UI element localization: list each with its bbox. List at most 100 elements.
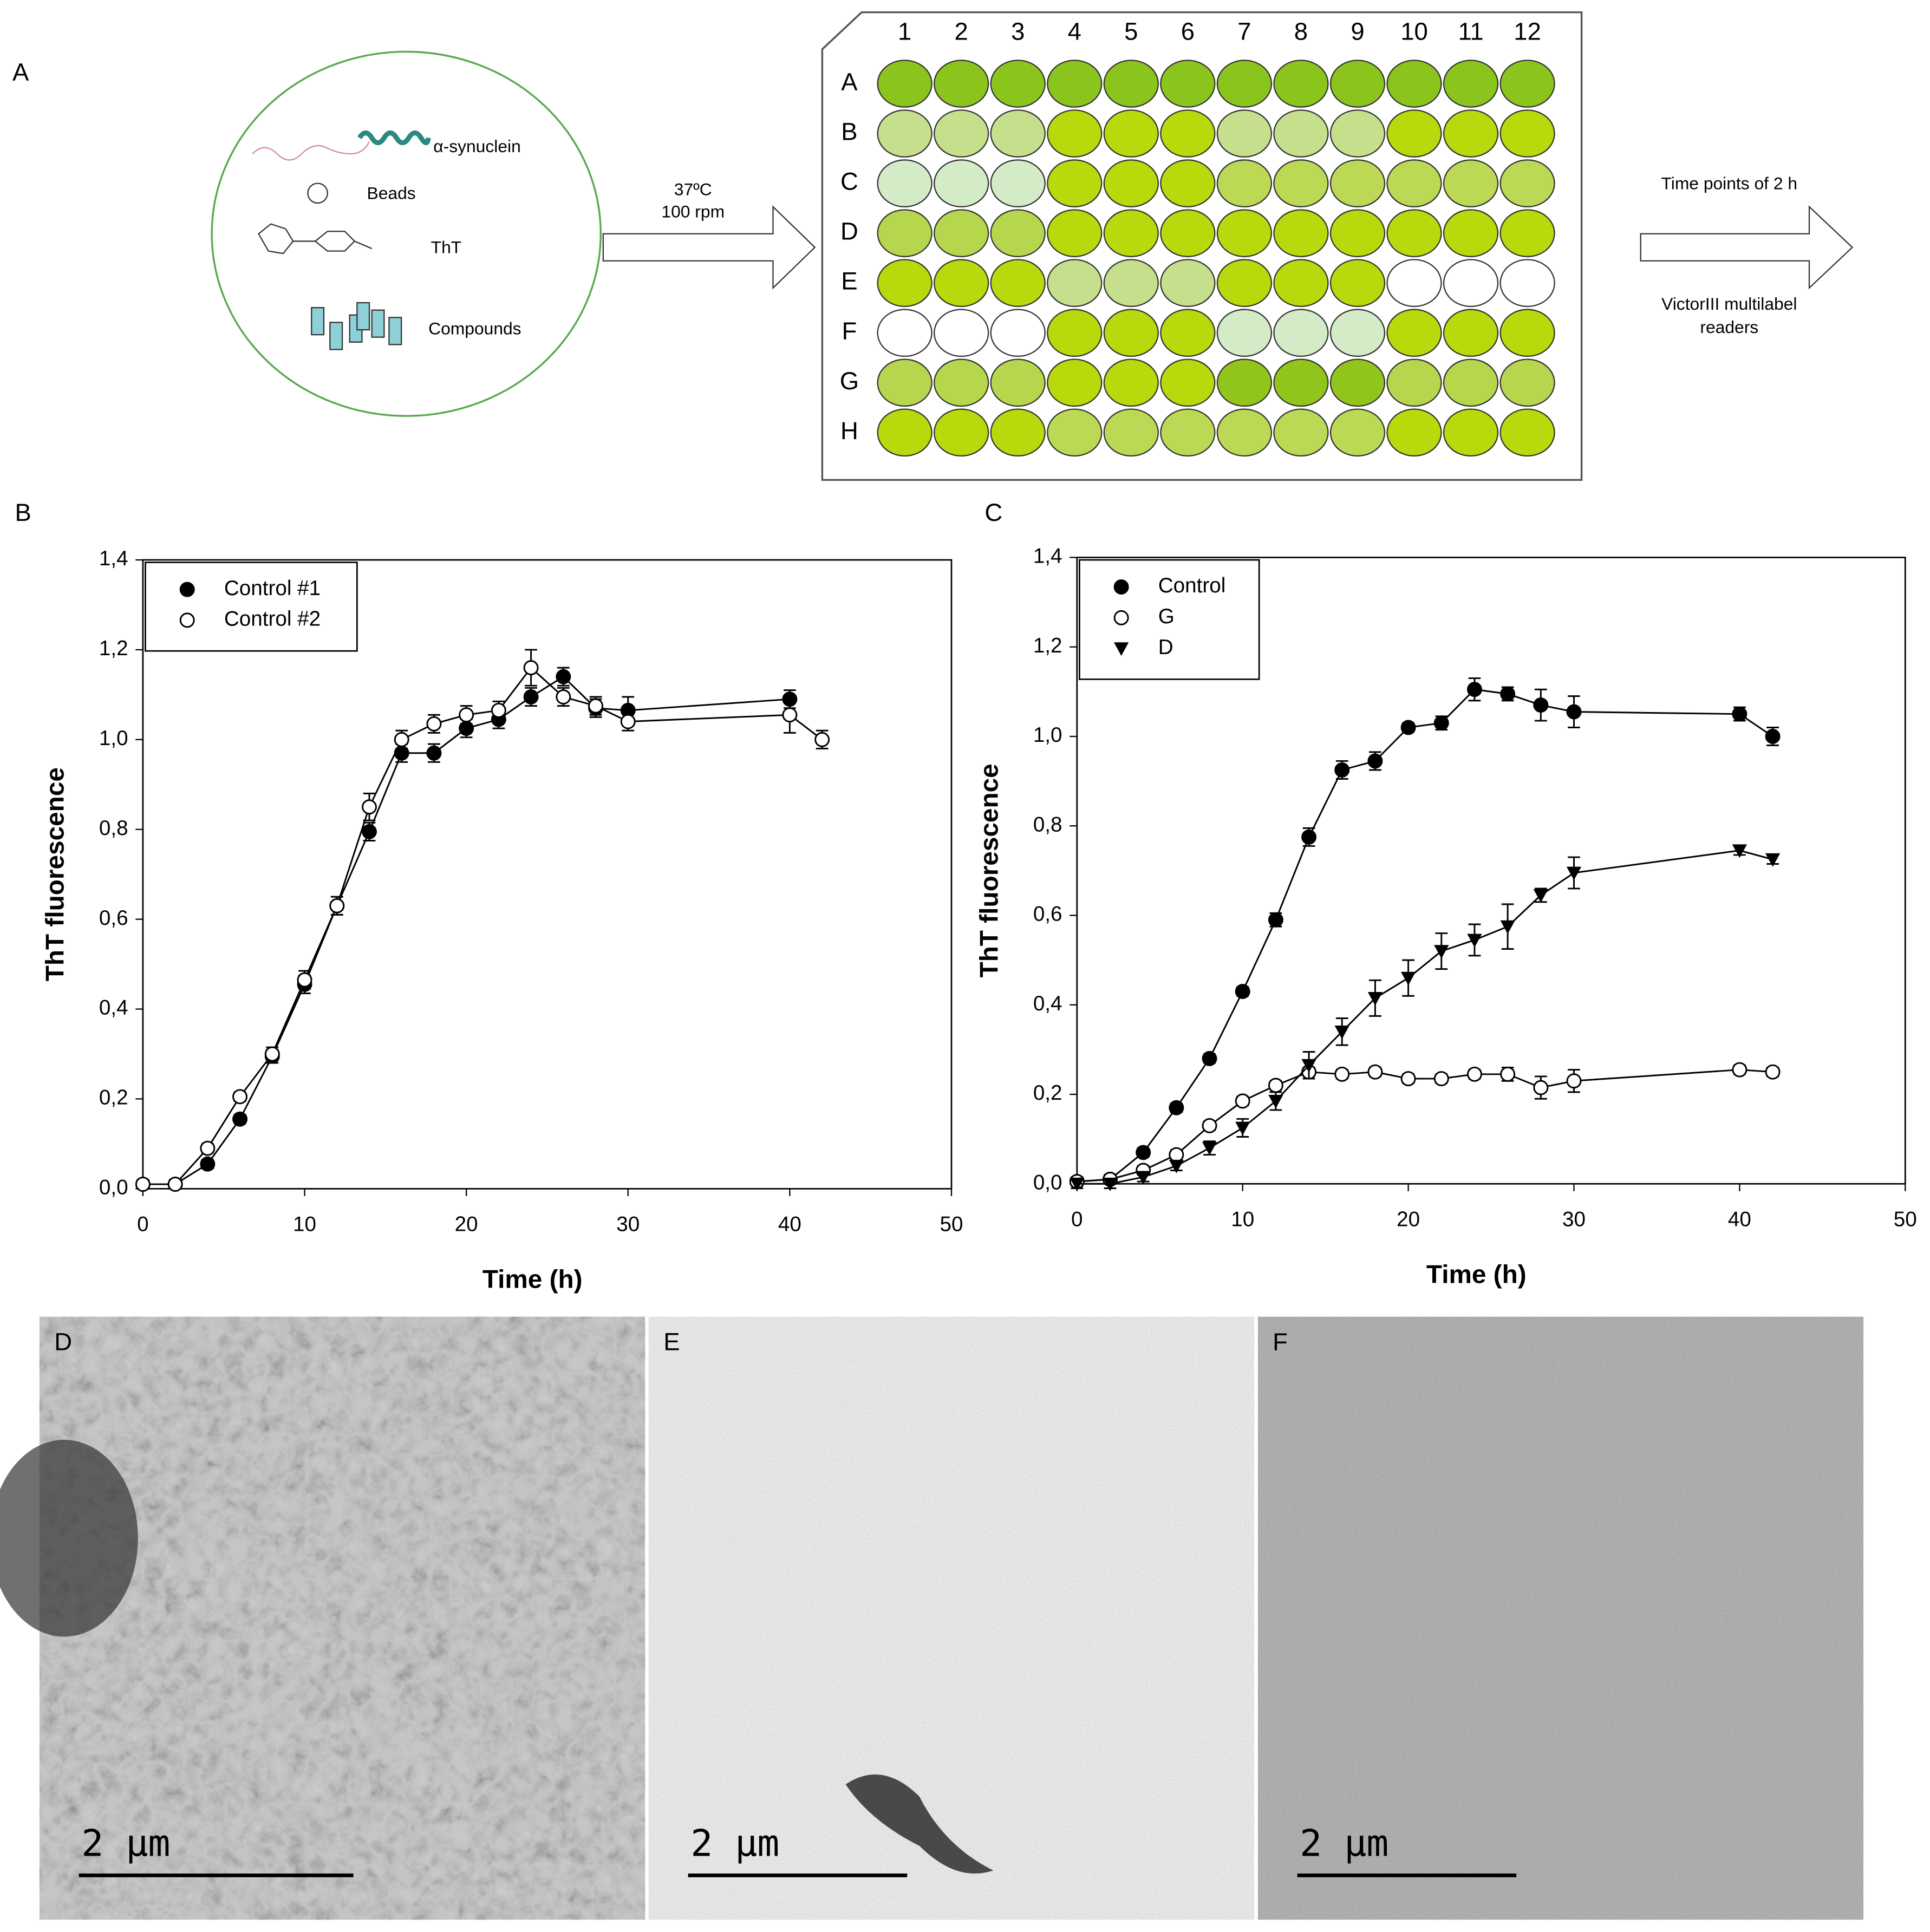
micrograph-texture [39, 1316, 645, 1920]
panel-label: D [54, 1328, 72, 1356]
y-tick-label: 1,4 [1033, 545, 1062, 568]
panel-label: B [15, 499, 31, 526]
data-point [361, 824, 377, 839]
legend-label: G [1158, 605, 1175, 628]
content-label: Compounds [428, 318, 521, 338]
well [1443, 408, 1499, 457]
x-tick-label: 10 [1231, 1208, 1254, 1231]
panel-label: E [663, 1328, 680, 1356]
well [1273, 309, 1329, 357]
well [1499, 309, 1555, 357]
content-label: ThT [431, 237, 462, 257]
protein-helix [357, 130, 431, 146]
data-point [1732, 1062, 1748, 1078]
data-point [1500, 686, 1516, 702]
well [1499, 159, 1555, 207]
data-point [782, 707, 798, 723]
well [877, 60, 933, 108]
data-point [1400, 720, 1416, 735]
data-point [1433, 1071, 1449, 1087]
well [1160, 109, 1216, 158]
data-point [297, 972, 312, 988]
readout-label: VictorIII multilabel [1661, 294, 1797, 314]
data-point [1070, 1177, 1085, 1191]
well [934, 109, 989, 158]
legend-label: Control #2 [224, 608, 321, 631]
data-point [1268, 912, 1283, 928]
well [934, 259, 989, 308]
content-label: Beads [367, 183, 416, 203]
row-label: D [840, 218, 858, 245]
well [1499, 408, 1555, 457]
well [1273, 209, 1329, 257]
y-axis-title: ThT fluorescence [975, 763, 1003, 977]
micrographs: D 2 µm E 2 µm F 2 µm [0, 1316, 1864, 1920]
data-point [523, 689, 539, 705]
series-line [1077, 1069, 1773, 1183]
column-label: 5 [1124, 17, 1138, 45]
well [1443, 259, 1499, 308]
data-point [1367, 991, 1383, 1006]
well [1047, 159, 1103, 207]
y-tick-label: 1,4 [99, 547, 128, 570]
well [1443, 109, 1499, 158]
y-tick-label: 0,6 [1033, 903, 1062, 926]
vial-icons [311, 302, 402, 350]
scale-label: 2 µm [81, 1822, 170, 1865]
well [1216, 60, 1273, 108]
x-axis-title: Time (h) [1426, 1260, 1527, 1289]
well [1499, 60, 1555, 108]
x-tick-label: 0 [1071, 1208, 1083, 1231]
well [934, 408, 989, 457]
well [1443, 209, 1499, 257]
well [877, 358, 933, 407]
data-point [1433, 715, 1449, 731]
data-point [1500, 920, 1515, 934]
content-label: α-synuclein [433, 136, 521, 156]
plot-frame [142, 559, 953, 1190]
well [1443, 159, 1499, 207]
well [1103, 358, 1159, 407]
well [1273, 408, 1329, 457]
scale-label: 2 µm [690, 1822, 779, 1865]
x-tick-label: 50 [940, 1213, 963, 1236]
well [990, 408, 1046, 457]
legend-marker [179, 612, 195, 628]
well [1216, 408, 1273, 457]
row-label: E [841, 267, 857, 295]
data-point [1765, 853, 1781, 867]
well [1329, 60, 1386, 108]
data-point [135, 1177, 151, 1192]
well [990, 109, 1046, 158]
well [1047, 60, 1103, 108]
y-tick-label: 0,0 [99, 1176, 128, 1199]
series-line [142, 675, 790, 1185]
well [1386, 309, 1442, 357]
y-tick-label: 1,2 [1033, 634, 1062, 657]
data-point [200, 1140, 216, 1156]
data-point [1334, 1066, 1350, 1082]
data-point [523, 660, 539, 676]
data-point [1202, 1118, 1217, 1133]
well [1103, 408, 1159, 457]
well [1216, 309, 1273, 357]
data-point [1367, 1064, 1383, 1080]
well [1216, 159, 1273, 207]
condition-label: 37ºC [674, 180, 712, 199]
well [990, 259, 1046, 308]
y-tick-label: 1,0 [1033, 723, 1062, 747]
y-tick-label: 1,2 [99, 637, 128, 660]
data-point [200, 1156, 216, 1172]
column-label: 6 [1181, 17, 1195, 45]
well [1047, 408, 1103, 457]
well [934, 309, 989, 357]
well [1103, 309, 1159, 357]
well [1443, 358, 1499, 407]
x-tick-label: 30 [1562, 1208, 1586, 1231]
y-tick-label: 0,2 [99, 1086, 128, 1109]
well [1047, 209, 1103, 257]
data-point [1334, 1025, 1349, 1039]
x-tick-label: 10 [293, 1213, 316, 1236]
well [934, 159, 989, 207]
column-label: 3 [1011, 17, 1025, 45]
